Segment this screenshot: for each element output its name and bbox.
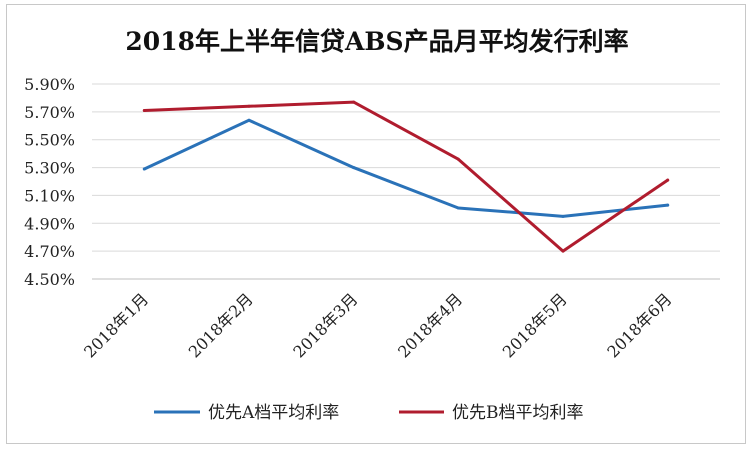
series-lines xyxy=(142,100,670,253)
data-point xyxy=(352,166,356,170)
data-point xyxy=(142,108,146,112)
data-point xyxy=(456,206,460,210)
data-point xyxy=(142,167,146,171)
data-point xyxy=(456,157,460,161)
data-point xyxy=(561,249,565,253)
legend: 优先A档平均利率 优先B档平均利率 xyxy=(154,403,584,423)
y-tick-label: 4.90% xyxy=(24,214,75,233)
series-line-a xyxy=(142,118,670,218)
legend-label: 优先B档平均利率 xyxy=(452,403,584,423)
data-point xyxy=(666,203,670,207)
data-point xyxy=(247,118,251,122)
legend-label: 优先A档平均利率 xyxy=(208,403,339,423)
x-tick-label: 2018年1月 xyxy=(80,289,152,361)
data-point xyxy=(561,214,565,218)
gridlines xyxy=(92,83,720,252)
chart-frame xyxy=(6,4,746,444)
x-tick-label: 2018年2月 xyxy=(185,289,257,361)
x-tick-label: 2018年3月 xyxy=(289,289,361,361)
y-tick-label: 4.50% xyxy=(24,270,75,289)
y-axis-ticks: 4.50% 4.70% 4.90% 5.10% 5.30% 5.50% 5.70% 5.90% xyxy=(24,75,75,289)
y-tick-label: 5.70% xyxy=(24,103,75,122)
y-tick-label: 5.30% xyxy=(24,159,75,178)
data-point xyxy=(247,104,251,108)
y-tick-label: 5.10% xyxy=(24,186,75,205)
x-tick-label: 2018年4月 xyxy=(394,289,466,361)
x-tick-label: 2018年6月 xyxy=(603,289,675,361)
y-tick-label: 5.90% xyxy=(24,75,75,94)
data-point xyxy=(352,100,356,104)
data-point xyxy=(666,178,670,182)
y-tick-label: 4.70% xyxy=(24,242,75,261)
x-tick-label: 2018年5月 xyxy=(499,289,571,361)
y-tick-label: 5.50% xyxy=(24,131,75,150)
x-axis-ticks: 2018年1月 2018年2月 2018年3月 2018年4月 2018年5月 2018年… xyxy=(80,289,675,361)
series-line-b xyxy=(142,100,670,253)
chart-title: 2018年上半年信贷ABS产品月平均发行利率 xyxy=(125,27,629,56)
